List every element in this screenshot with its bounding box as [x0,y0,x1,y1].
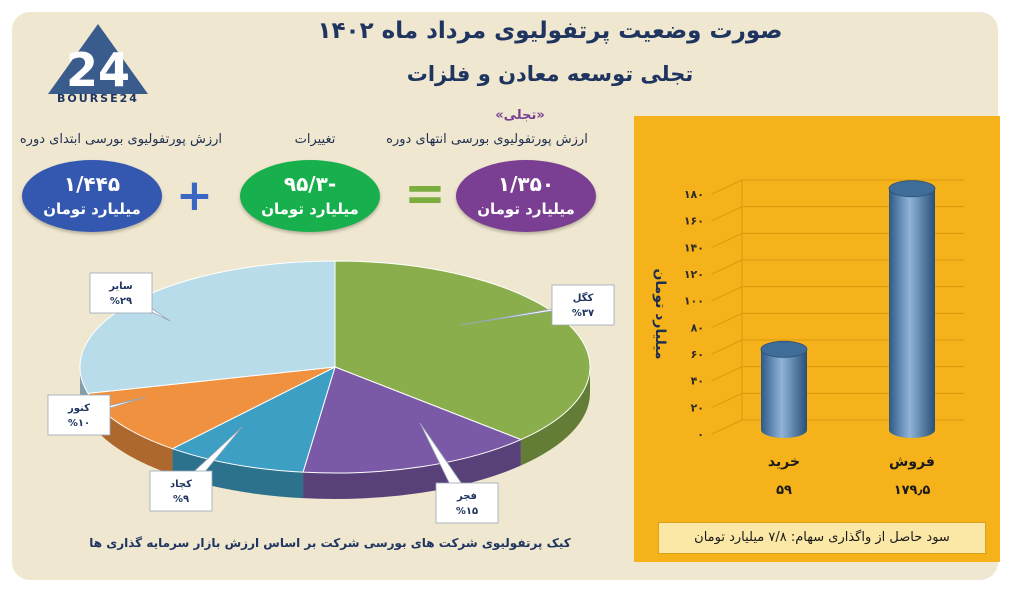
start-caption: ارزش پورتفولیوی بورسی ابتدای دوره [19,132,222,147]
value-label-1: ۱۷۹٫۵ [894,483,931,498]
grid-diag-7 [711,232,743,248]
category-label-1: فروش [889,454,935,470]
company-tag: «تجلی» [495,108,545,123]
pie-slice-label-0: %۳۷ [572,308,594,319]
pie-slice-1 [302,366,523,474]
page-subtitle: تجلی توسعه معادن و فلزات [406,62,694,86]
pie-slice-name-4: سایر [108,281,133,292]
bar-top-1 [888,180,936,198]
bar-chart-panel [634,116,1000,562]
y-tick-label-4: ۸۰ [691,321,704,334]
y-tick-label-3: ۶۰ [691,348,704,361]
y-tick-label-1: ۲۰ [691,401,704,414]
pie-slice-name-3: کنور [67,403,90,414]
y-tick-label-2: ۴۰ [691,375,704,388]
grid-diag-4 [711,312,743,328]
trade-bar-chart: ۰ ۲۰ ۴۰ ۶۰ ۸۰ ۱۰۰ ۱۲۰ ۱۴۰ ۱۶۰ ۱۸۰ میلیارد تومان خری… [652,179,964,498]
change-value: -۹۵/۳ [283,172,337,196]
value-label-0: ۵۹ [776,483,792,498]
y-tick-label-6: ۱۲۰ [684,268,704,281]
page-title: صورت وضعیت پرتفولیوی مرداد ماه ۱۴۰۲ [317,18,783,44]
end-caption: ارزش پورتفولیوی بورسی انتهای دوره [386,132,588,147]
grid-diag-6 [711,259,743,275]
pie-callout-box-1 [435,482,499,524]
pie-caption: کیک پرتفولیوی شرکت های بورسی شرکت بر اسا… [89,536,571,550]
pie-slice-label-1: %۱۵ [456,506,478,517]
end-value: ۱/۳۵۰ [497,172,555,196]
bar-top-0 [760,340,808,358]
y-axis-label: میلیارد تومان [652,268,668,359]
pie-slice-name-1: فجر [456,491,477,502]
pie-slice-2 [171,366,336,473]
y-tick-label-8: ۱۶۰ [684,215,704,228]
end-unit: میلیارد تومان [477,200,575,218]
pie-slice-name-2: کچاد [170,479,192,490]
grid-diag-5 [711,286,743,302]
y-tick-label-7: ۱۴۰ [684,241,704,254]
y-tick-label-9: ۱۸۰ [684,188,704,201]
footer-note: سود حاصل از واگذاری سهام: ۷/۸ میلیارد تو… [658,522,986,554]
portfolio-pie-chart: کگل %۳۷ فجر %۱۵ کچاد %۹ کنور %۱۰ سایر %۲۹ [47,260,615,524]
change-value-oval: -۹۵/۳ میلیارد تومان [240,160,380,232]
y-tick-label-0: ۰ [697,428,704,441]
pie-side-3 [88,393,173,475]
grid-diag-9 [711,179,743,195]
grid-diag-2 [711,366,743,382]
end-value-oval: ۱/۳۵۰ میلیارد تومان [456,160,596,232]
change-unit: میلیارد تومان [261,200,359,218]
pie-callout-box-4 [89,272,153,314]
grid-diag-1 [711,392,743,408]
category-label-0: خرید [768,454,800,470]
pie-slice-label-3: %۱۰ [68,418,90,429]
start-value: ۱/۴۴۵ [63,172,121,196]
grid-diag-3 [711,339,743,355]
svg-text:24: 24 [66,43,130,97]
pie-side-0 [520,367,590,466]
bar-0 [761,349,807,438]
change-caption: تغییرات [294,132,336,147]
grid-diag-0 [711,419,743,435]
pie-slice-name-0: کگل [573,291,594,304]
pie-slice-label-2: %۹ [173,494,189,505]
start-value-oval: ۱/۴۴۵ میلیارد تومان [22,160,162,232]
equals-sign: = [404,164,446,222]
grid-diag-8 [711,206,743,222]
plus-sign: + [176,170,213,221]
start-unit: میلیارد تومان [43,200,141,218]
bar-1 [889,188,935,438]
pie-callout-box-2 [149,470,213,512]
logo-text: BOURSE24 [57,92,139,105]
pie-callout-box-0 [551,284,615,326]
pie-callout-box-3 [47,394,111,436]
pie-side-1 [303,439,521,499]
y-tick-label-5: ۱۰۰ [684,295,704,308]
bourse24-logo: 24 [48,24,148,97]
pie-slice-label-4: %۲۹ [110,296,132,307]
